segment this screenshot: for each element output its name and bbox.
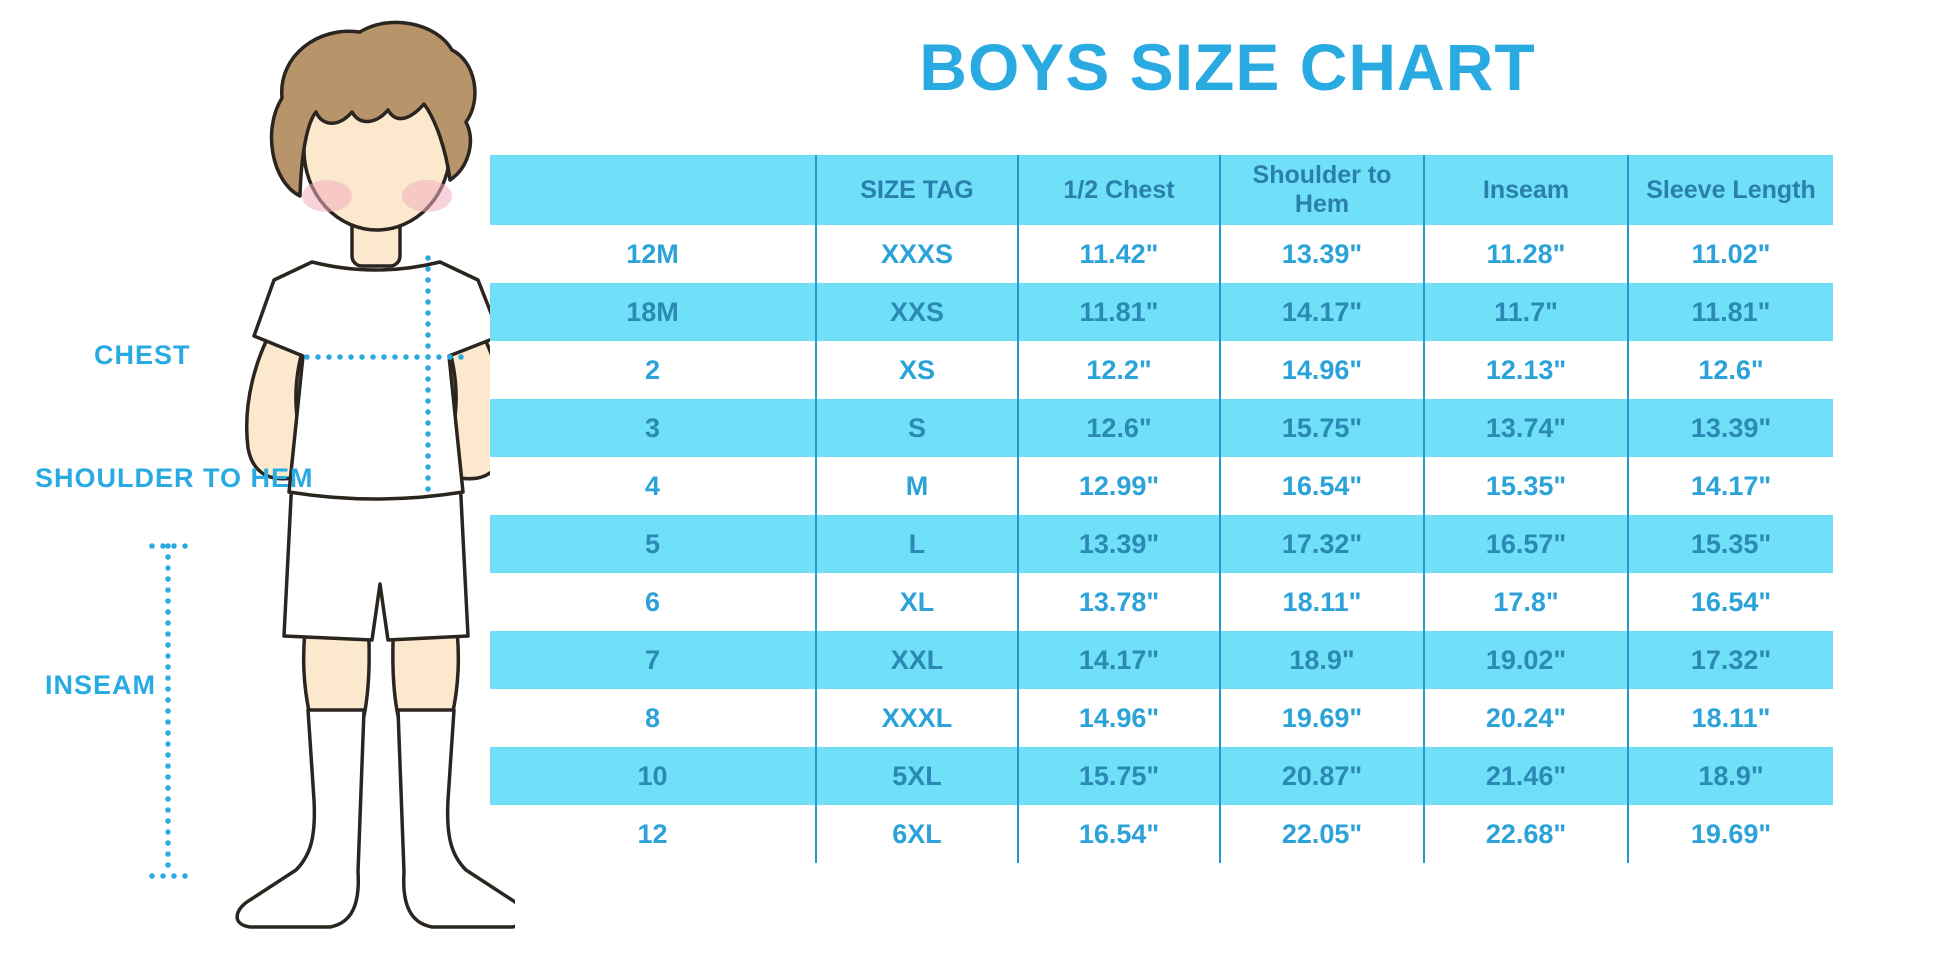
table-cell: 11.7" xyxy=(1423,283,1627,341)
table-cell: 6 xyxy=(490,573,815,631)
table-cell: 16.54" xyxy=(1219,457,1423,515)
table-cell: 14.17" xyxy=(1219,283,1423,341)
table-cell: 22.68" xyxy=(1423,805,1627,863)
table-cell: 12.2" xyxy=(1017,341,1219,399)
column-header: 1/2 Chest xyxy=(1017,155,1219,225)
table-cell: 20.24" xyxy=(1423,689,1627,747)
table-cell: 18.9" xyxy=(1219,631,1423,689)
table-cell: 17.8" xyxy=(1423,573,1627,631)
right-blush xyxy=(402,180,452,212)
table-cell: S xyxy=(815,399,1017,457)
table-cell: 5XL xyxy=(815,747,1017,805)
table-cell: 12.6" xyxy=(1627,341,1833,399)
shirt-shape xyxy=(252,260,502,501)
table-cell: 13.78" xyxy=(1017,573,1219,631)
table-cell: 11.02" xyxy=(1627,225,1833,283)
table-cell: 22.05" xyxy=(1219,805,1423,863)
table-cell: 4 xyxy=(490,457,815,515)
table-cell: 8 xyxy=(490,689,815,747)
table-cell: 15.35" xyxy=(1627,515,1833,573)
table-cell: 15.75" xyxy=(1219,399,1423,457)
table-cell: 18.11" xyxy=(1627,689,1833,747)
table-cell: XXS xyxy=(815,283,1017,341)
column-header: Shoulder to Hem xyxy=(1219,155,1423,225)
table-cell: 12.6" xyxy=(1017,399,1219,457)
table-cell: 11.42" xyxy=(1017,225,1219,283)
hair-shape xyxy=(269,20,477,198)
size-table: SIZE TAG 1/2 Chest Shoulder to Hem Inseam Sl… xyxy=(490,155,1833,863)
table-cell: 13.74" xyxy=(1423,399,1627,457)
table-cell: 18.9" xyxy=(1627,747,1833,805)
table-cell: 18.11" xyxy=(1219,573,1423,631)
table-cell: 17.32" xyxy=(1627,631,1833,689)
page-title: BOYS SIZE CHART xyxy=(919,30,1536,104)
column-header: Sleeve Length xyxy=(1627,155,1833,225)
table-cell: 19.69" xyxy=(1219,689,1423,747)
table-cell: L xyxy=(815,515,1017,573)
table-cell: 11.28" xyxy=(1423,225,1627,283)
table-cell: XS xyxy=(815,341,1017,399)
table-cell: 6XL xyxy=(815,805,1017,863)
table-cell: 13.39" xyxy=(1017,515,1219,573)
table-cell: 15.35" xyxy=(1423,457,1627,515)
table-cell: XXXS xyxy=(815,225,1017,283)
table-cell: 7 xyxy=(490,631,815,689)
column-header: SIZE TAG xyxy=(815,155,1017,225)
table-cell: 13.39" xyxy=(1219,225,1423,283)
table-cell: XXXL xyxy=(815,689,1017,747)
table-cell: XL xyxy=(815,573,1017,631)
table-cell: 18M xyxy=(490,283,815,341)
table-cell: 14.17" xyxy=(1627,457,1833,515)
table-cell: 16.54" xyxy=(1017,805,1219,863)
table-cell: 13.39" xyxy=(1627,399,1833,457)
left-sock-shape xyxy=(235,708,366,929)
table-cell: 3 xyxy=(490,399,815,457)
table-cell: 12M xyxy=(490,225,815,283)
table-cell: 11.81" xyxy=(1017,283,1219,341)
table-cell: 16.57" xyxy=(1423,515,1627,573)
table-cell: 19.69" xyxy=(1627,805,1833,863)
column-header xyxy=(490,155,815,225)
shoulder-to-hem-label: SHOULDER TO HEM xyxy=(35,463,314,493)
table-cell: 17.32" xyxy=(1219,515,1423,573)
table-cell: 2 xyxy=(490,341,815,399)
table-cell: 19.02" xyxy=(1423,631,1627,689)
table-cell: 14.96" xyxy=(1219,341,1423,399)
right-sock-shape xyxy=(396,708,515,929)
table-cell: 16.54" xyxy=(1627,573,1833,631)
table-cell: 12 xyxy=(490,805,815,863)
table-cell: 10 xyxy=(490,747,815,805)
table-cell: 12.99" xyxy=(1017,457,1219,515)
table-cell: 14.17" xyxy=(1017,631,1219,689)
table-cell: 15.75" xyxy=(1017,747,1219,805)
table-cell: 5 xyxy=(490,515,815,573)
table-cell: 20.87" xyxy=(1219,747,1423,805)
table-cell: XXL xyxy=(815,631,1017,689)
boy-measurement-illustration xyxy=(149,20,515,929)
inseam-label: INSEAM xyxy=(45,670,157,700)
table-cell: 21.46" xyxy=(1423,747,1627,805)
chest-label: CHEST xyxy=(94,340,191,370)
column-header: Inseam xyxy=(1423,155,1627,225)
left-blush xyxy=(302,180,352,212)
shorts-shape xyxy=(282,476,470,642)
table-cell: M xyxy=(815,457,1017,515)
table-cell: 12.13" xyxy=(1423,341,1627,399)
table-cell: 14.96" xyxy=(1017,689,1219,747)
table-cell: 11.81" xyxy=(1627,283,1833,341)
